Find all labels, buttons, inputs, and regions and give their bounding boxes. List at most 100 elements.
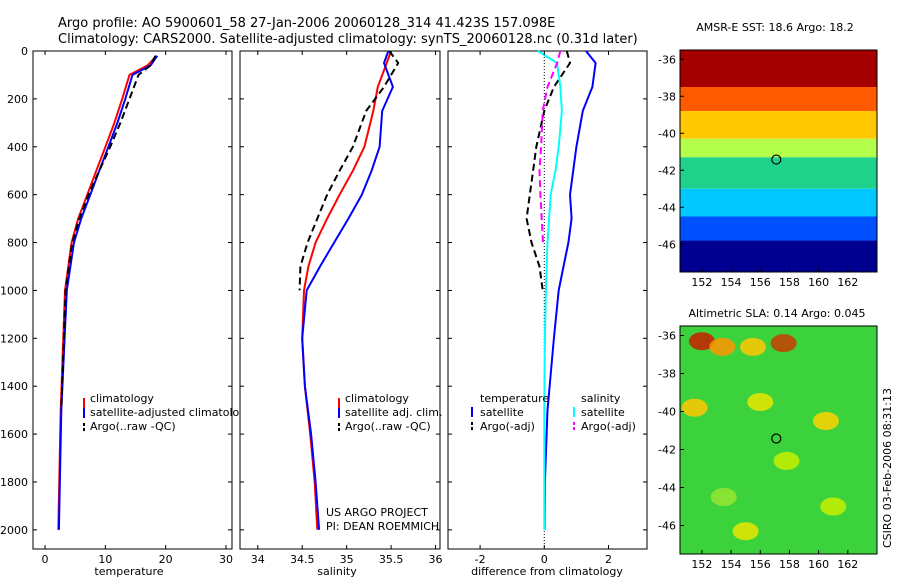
lat-tick-label: -38 (658, 90, 676, 103)
lat-tick-label: -40 (658, 406, 676, 419)
temperature-axes-frame (32, 50, 233, 550)
lon-tick-label: 158 (779, 276, 800, 289)
sla-background (680, 326, 877, 554)
temperature-x-label: temperature (94, 565, 163, 578)
sla-anomaly-patch (739, 337, 766, 356)
x-tick-label: 34.5 (290, 553, 315, 566)
x-tick-label: 0 (42, 553, 49, 566)
lat-tick-label: -42 (658, 164, 676, 177)
series-line-argo-raw-qc (60, 55, 157, 411)
series-line-satellite (537, 50, 563, 530)
x-tick-label: 30 (219, 553, 233, 566)
sst-map-title: AMSR-E SST: 18.6 Argo: 18.2 (696, 21, 854, 34)
y-tick-label: 1600 (0, 428, 28, 441)
sst-band (680, 111, 877, 139)
salinity-panel: 34 34.5 35 35.5 36 salinity climatology sate… (239, 50, 443, 578)
sla-anomaly-patch (820, 497, 847, 516)
lat-tick-label: -40 (658, 127, 676, 140)
difference-legend: temperature satellite Argo(-adj) salinit… (471, 392, 636, 433)
legend-label-satellite-adjusted: satellite-adjusted climatology (90, 406, 253, 419)
salinity-axes-frame (239, 50, 441, 550)
sla-anomaly-patch (709, 337, 736, 356)
sst-band (680, 87, 877, 112)
y-tick-label: 200 (7, 93, 28, 106)
y-tick-label: 1400 (0, 380, 28, 393)
sla-map-panel: Altimetric SLA: 0.14 Argo: 0.045 152 154 1… (658, 307, 878, 571)
csiro-timestamp: CSIRO 03-Feb-2006 08:31:13 (881, 388, 894, 548)
lat-tick-label: -46 (658, 238, 676, 251)
sst-band (680, 157, 877, 189)
difference-x-label: difference from climatology (471, 565, 623, 578)
series-line-argo-adj (525, 50, 571, 291)
lon-tick-label: 156 (750, 558, 771, 571)
y-tick-label: 1000 (0, 284, 28, 297)
temperature-panel: 0 10 20 30 0 200 400 600 800 1000 1200 1400 1600 1800… (0, 45, 253, 578)
lon-tick-label: 158 (779, 558, 800, 571)
sla-anomaly-patch (681, 398, 708, 417)
lon-tick-label: 152 (691, 558, 712, 571)
sst-band (680, 240, 877, 272)
legend-label-temp-satellite: satellite (480, 406, 524, 419)
credit-project: US ARGO PROJECT (326, 506, 428, 519)
sla-anomaly-patch (710, 488, 737, 506)
sla-anomaly-patch (770, 334, 797, 353)
sst-map-panel: AMSR-E SST: 18.6 Argo: 18.2 152 154 156 158… (658, 21, 878, 289)
x-tick-label: 10 (98, 553, 112, 566)
header-line-1: Argo profile: AO 5900601_58 27-Jan-2006 … (58, 16, 555, 31)
sla-anomaly-patch (732, 522, 759, 541)
lon-tick-label: 160 (808, 558, 829, 571)
y-tick-label: 600 (7, 189, 28, 202)
y-tick-label: 1200 (0, 332, 28, 345)
temperature-legend: climatology satellite-adjusted climatolo… (83, 392, 253, 433)
x-tick-label: 35.5 (379, 553, 404, 566)
salinity-legend: climatology satellite adj. clim. Argo(..… (338, 392, 442, 433)
lat-tick-label: -38 (658, 368, 676, 381)
lat-tick-label: -44 (658, 482, 676, 495)
argo-position-marker (771, 154, 782, 165)
y-tick-label: 2000 (0, 524, 28, 537)
x-tick-label: 2 (605, 553, 612, 566)
lon-tick-label: 156 (750, 276, 771, 289)
y-tick-label: 400 (7, 141, 28, 154)
difference-axes-frame (447, 50, 648, 550)
header-line-2: Climatology: CARS2000. Satellite-adjuste… (58, 32, 638, 47)
legend-label-argo: Argo(..raw -QC) (345, 420, 431, 433)
sst-map-frame (679, 49, 878, 273)
lon-tick-label: 154 (721, 558, 742, 571)
y-tick-label: 0 (21, 45, 28, 58)
lat-tick-label: -36 (658, 330, 676, 343)
x-tick-label: 35 (340, 553, 354, 566)
sst-band (680, 216, 877, 241)
sla-map-title: Altimetric SLA: 0.14 Argo: 0.045 (688, 307, 865, 320)
series-line-satellite-adj-clim (301, 50, 394, 530)
sla-map-frame (679, 325, 878, 555)
legend-label-climatology: climatology (90, 392, 154, 405)
legend-heading-temperature: temperature (480, 392, 549, 405)
salinity-x-label: salinity (317, 565, 357, 578)
lat-tick-label: -46 (658, 520, 676, 533)
lon-tick-label: 154 (721, 276, 742, 289)
x-tick-label: 34 (251, 553, 265, 566)
x-tick-label: 0 (541, 553, 548, 566)
legend-label-temp-argo: Argo(-adj) (480, 420, 535, 433)
series-line-satellite (543, 50, 597, 530)
sla-anomaly-patch (747, 393, 774, 411)
legend-label-climatology: climatology (345, 392, 409, 405)
credit-pi: PI: DEAN ROEMMICH (326, 520, 439, 533)
series-line-satellite-adjusted-climatology (57, 55, 159, 530)
legend-label-sal-satellite: satellite (581, 406, 625, 419)
legend-label-satellite-adj: satellite adj. clim. (345, 406, 442, 419)
y-tick-label: 800 (7, 237, 28, 250)
sst-band (680, 138, 877, 158)
x-tick-label: 20 (159, 553, 173, 566)
legend-label-argo: Argo(..raw -QC) (90, 420, 176, 433)
sst-band (680, 50, 877, 87)
sla-anomaly-patch (688, 332, 715, 351)
argo-position-marker (771, 433, 782, 444)
lon-tick-label: 160 (808, 276, 829, 289)
sst-band (680, 188, 877, 217)
x-tick-label: -2 (475, 553, 486, 566)
legend-heading-salinity: salinity (581, 392, 621, 405)
lat-tick-label: -44 (658, 201, 676, 214)
